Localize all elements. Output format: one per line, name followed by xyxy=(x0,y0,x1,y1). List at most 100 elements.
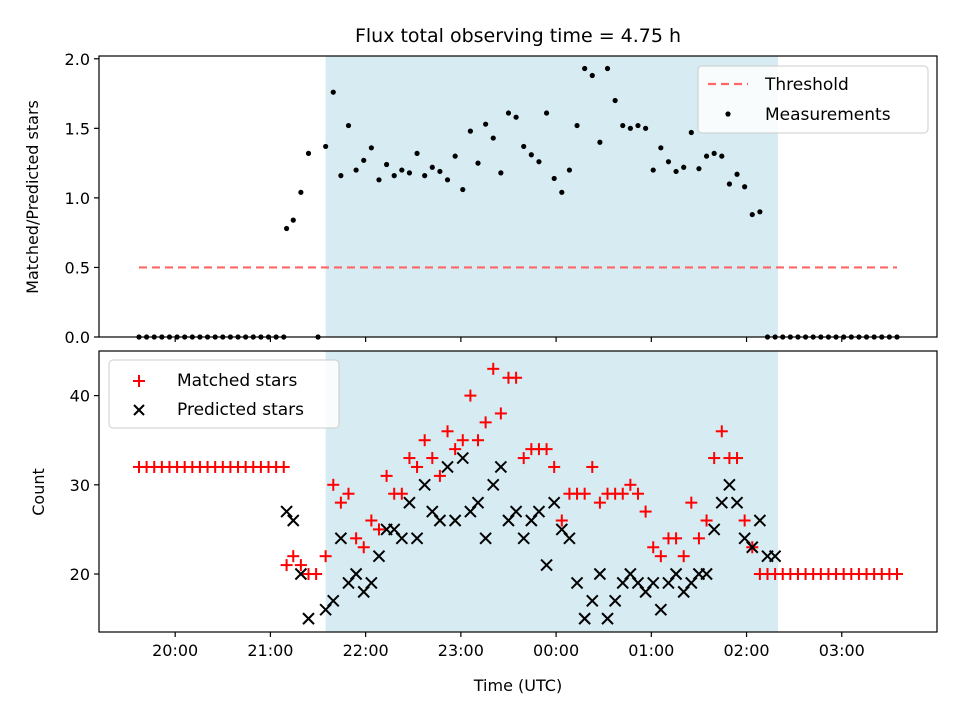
matched-star-marker xyxy=(715,425,728,438)
predicted-star-stroke-b xyxy=(349,567,363,581)
matched-star-marker xyxy=(327,478,340,491)
predicted-star-marker xyxy=(563,532,576,545)
predicted-star-stroke-b xyxy=(294,567,308,581)
matched-star-marker xyxy=(494,407,507,420)
matched-star-marker xyxy=(616,487,629,500)
predicted-star-stroke-b xyxy=(624,567,637,581)
predicted-star-stroke-b xyxy=(608,594,622,607)
predicted-star-markers xyxy=(280,451,782,625)
matched-star-marker xyxy=(418,434,431,447)
matched-star-marker xyxy=(280,559,293,572)
predicted-star-marker xyxy=(395,532,409,545)
predicted-star-stroke-b xyxy=(327,594,340,607)
x-tick-label: 02:00 xyxy=(723,641,769,660)
measurement-point xyxy=(650,167,656,173)
measurement-point xyxy=(338,173,344,179)
measurement-point xyxy=(505,110,512,116)
legend-predicted-swatch xyxy=(133,404,145,416)
predicted-star-marker xyxy=(517,532,530,545)
measurement-point xyxy=(490,135,496,141)
measurement-point xyxy=(711,150,717,156)
predicted-star-stroke-b xyxy=(494,460,508,474)
predicted-star-stroke-b xyxy=(593,567,607,581)
predicted-star-stroke-b xyxy=(395,532,409,545)
x-tick-label: 23:00 xyxy=(438,641,484,660)
measurement-point xyxy=(726,181,733,187)
measurement-point xyxy=(528,152,534,158)
measurement-point xyxy=(612,97,618,104)
matched-star-marker xyxy=(287,550,300,563)
bottom-y-axis-label: Count xyxy=(29,468,48,516)
matched-star-marker xyxy=(411,460,424,473)
measurement-point xyxy=(353,167,359,173)
predicted-star-stroke-b xyxy=(768,549,782,563)
matched-star-marker xyxy=(456,434,469,447)
measurement-point xyxy=(742,184,748,190)
predicted-star-marker xyxy=(547,496,561,509)
top-y-tick-label: 0.0 xyxy=(65,328,90,347)
measurement-point xyxy=(483,121,489,127)
x-tick-label: 01:00 xyxy=(628,641,674,660)
predicted-star-marker xyxy=(302,612,315,625)
predicted-star-stroke-b xyxy=(540,558,553,572)
measurement-point xyxy=(658,145,664,151)
matched-star-marker xyxy=(372,523,385,536)
measurement-point xyxy=(757,209,763,215)
matched-star-marker xyxy=(738,514,751,527)
matched-star-marker xyxy=(685,496,698,509)
measurement-point xyxy=(460,186,466,193)
top-y-tick-label: 1.0 xyxy=(65,189,90,208)
predicted-star-stroke-b xyxy=(280,505,293,518)
top-y-tick-label: 0.5 xyxy=(65,258,90,277)
measurement-point xyxy=(452,153,458,159)
bottom-y-ticks: 20 30 40 xyxy=(70,387,99,584)
measurement-point xyxy=(643,125,649,131)
predicted-star-marker xyxy=(654,603,668,616)
predicted-star-marker xyxy=(372,549,386,563)
measurement-point xyxy=(703,153,710,159)
bottom-axes: 20 30 40 20:00 21:00 22:00 23:00 00:00 01:00 02:… xyxy=(29,350,938,695)
predicted-star-marker xyxy=(753,514,767,527)
measurement-point xyxy=(566,167,573,173)
predicted-star-stroke-b xyxy=(471,496,485,509)
matched-star-marker xyxy=(731,452,744,465)
matched-star-marker xyxy=(692,532,705,545)
x-axis-label: Time (UTC) xyxy=(473,676,562,695)
bottom-y-tick-label: 20 xyxy=(70,565,90,584)
matched-star-marker xyxy=(631,487,644,500)
predicted-star-marker xyxy=(280,505,293,518)
matched-star-marker xyxy=(624,478,637,491)
matched-star-marker xyxy=(449,443,462,456)
measurement-point xyxy=(620,122,626,129)
predicted-star-marker xyxy=(287,514,300,527)
matched-star-marker xyxy=(277,460,290,473)
predicted-star-marker xyxy=(730,496,744,509)
measurement-point xyxy=(414,150,420,156)
x-tick-label: 20:00 xyxy=(152,641,198,660)
predicted-star-marker xyxy=(586,594,599,607)
matched-star-marker xyxy=(342,487,355,500)
measurement-point xyxy=(422,173,428,179)
matched-star-marker xyxy=(548,460,561,473)
matched-star-marker xyxy=(294,559,307,572)
measurement-point xyxy=(688,129,694,136)
measurement-point xyxy=(437,168,443,175)
predicted-star-stroke-b xyxy=(433,514,447,527)
top-y-ticks: 0.0 0.5 1.0 1.5 2.0 xyxy=(65,50,99,347)
measurement-point xyxy=(604,65,611,72)
predicted-star-stroke-b xyxy=(631,576,645,590)
measurement-point xyxy=(444,177,451,183)
matched-star-marker xyxy=(708,452,721,465)
matched-star-marker xyxy=(365,514,378,527)
legend-measurements-label: Measurements xyxy=(765,105,891,125)
matched-star-marker xyxy=(319,550,332,563)
measurement-point xyxy=(734,171,740,177)
matched-star-marker xyxy=(700,514,713,527)
predicted-star-marker xyxy=(448,514,462,527)
top-y-tick-label: 2.0 xyxy=(65,50,90,69)
predicted-star-stroke-b xyxy=(372,549,386,563)
measurement-point xyxy=(513,114,519,120)
measurement-point xyxy=(597,139,603,145)
predicted-star-marker xyxy=(456,451,469,465)
measurement-point xyxy=(521,143,527,150)
